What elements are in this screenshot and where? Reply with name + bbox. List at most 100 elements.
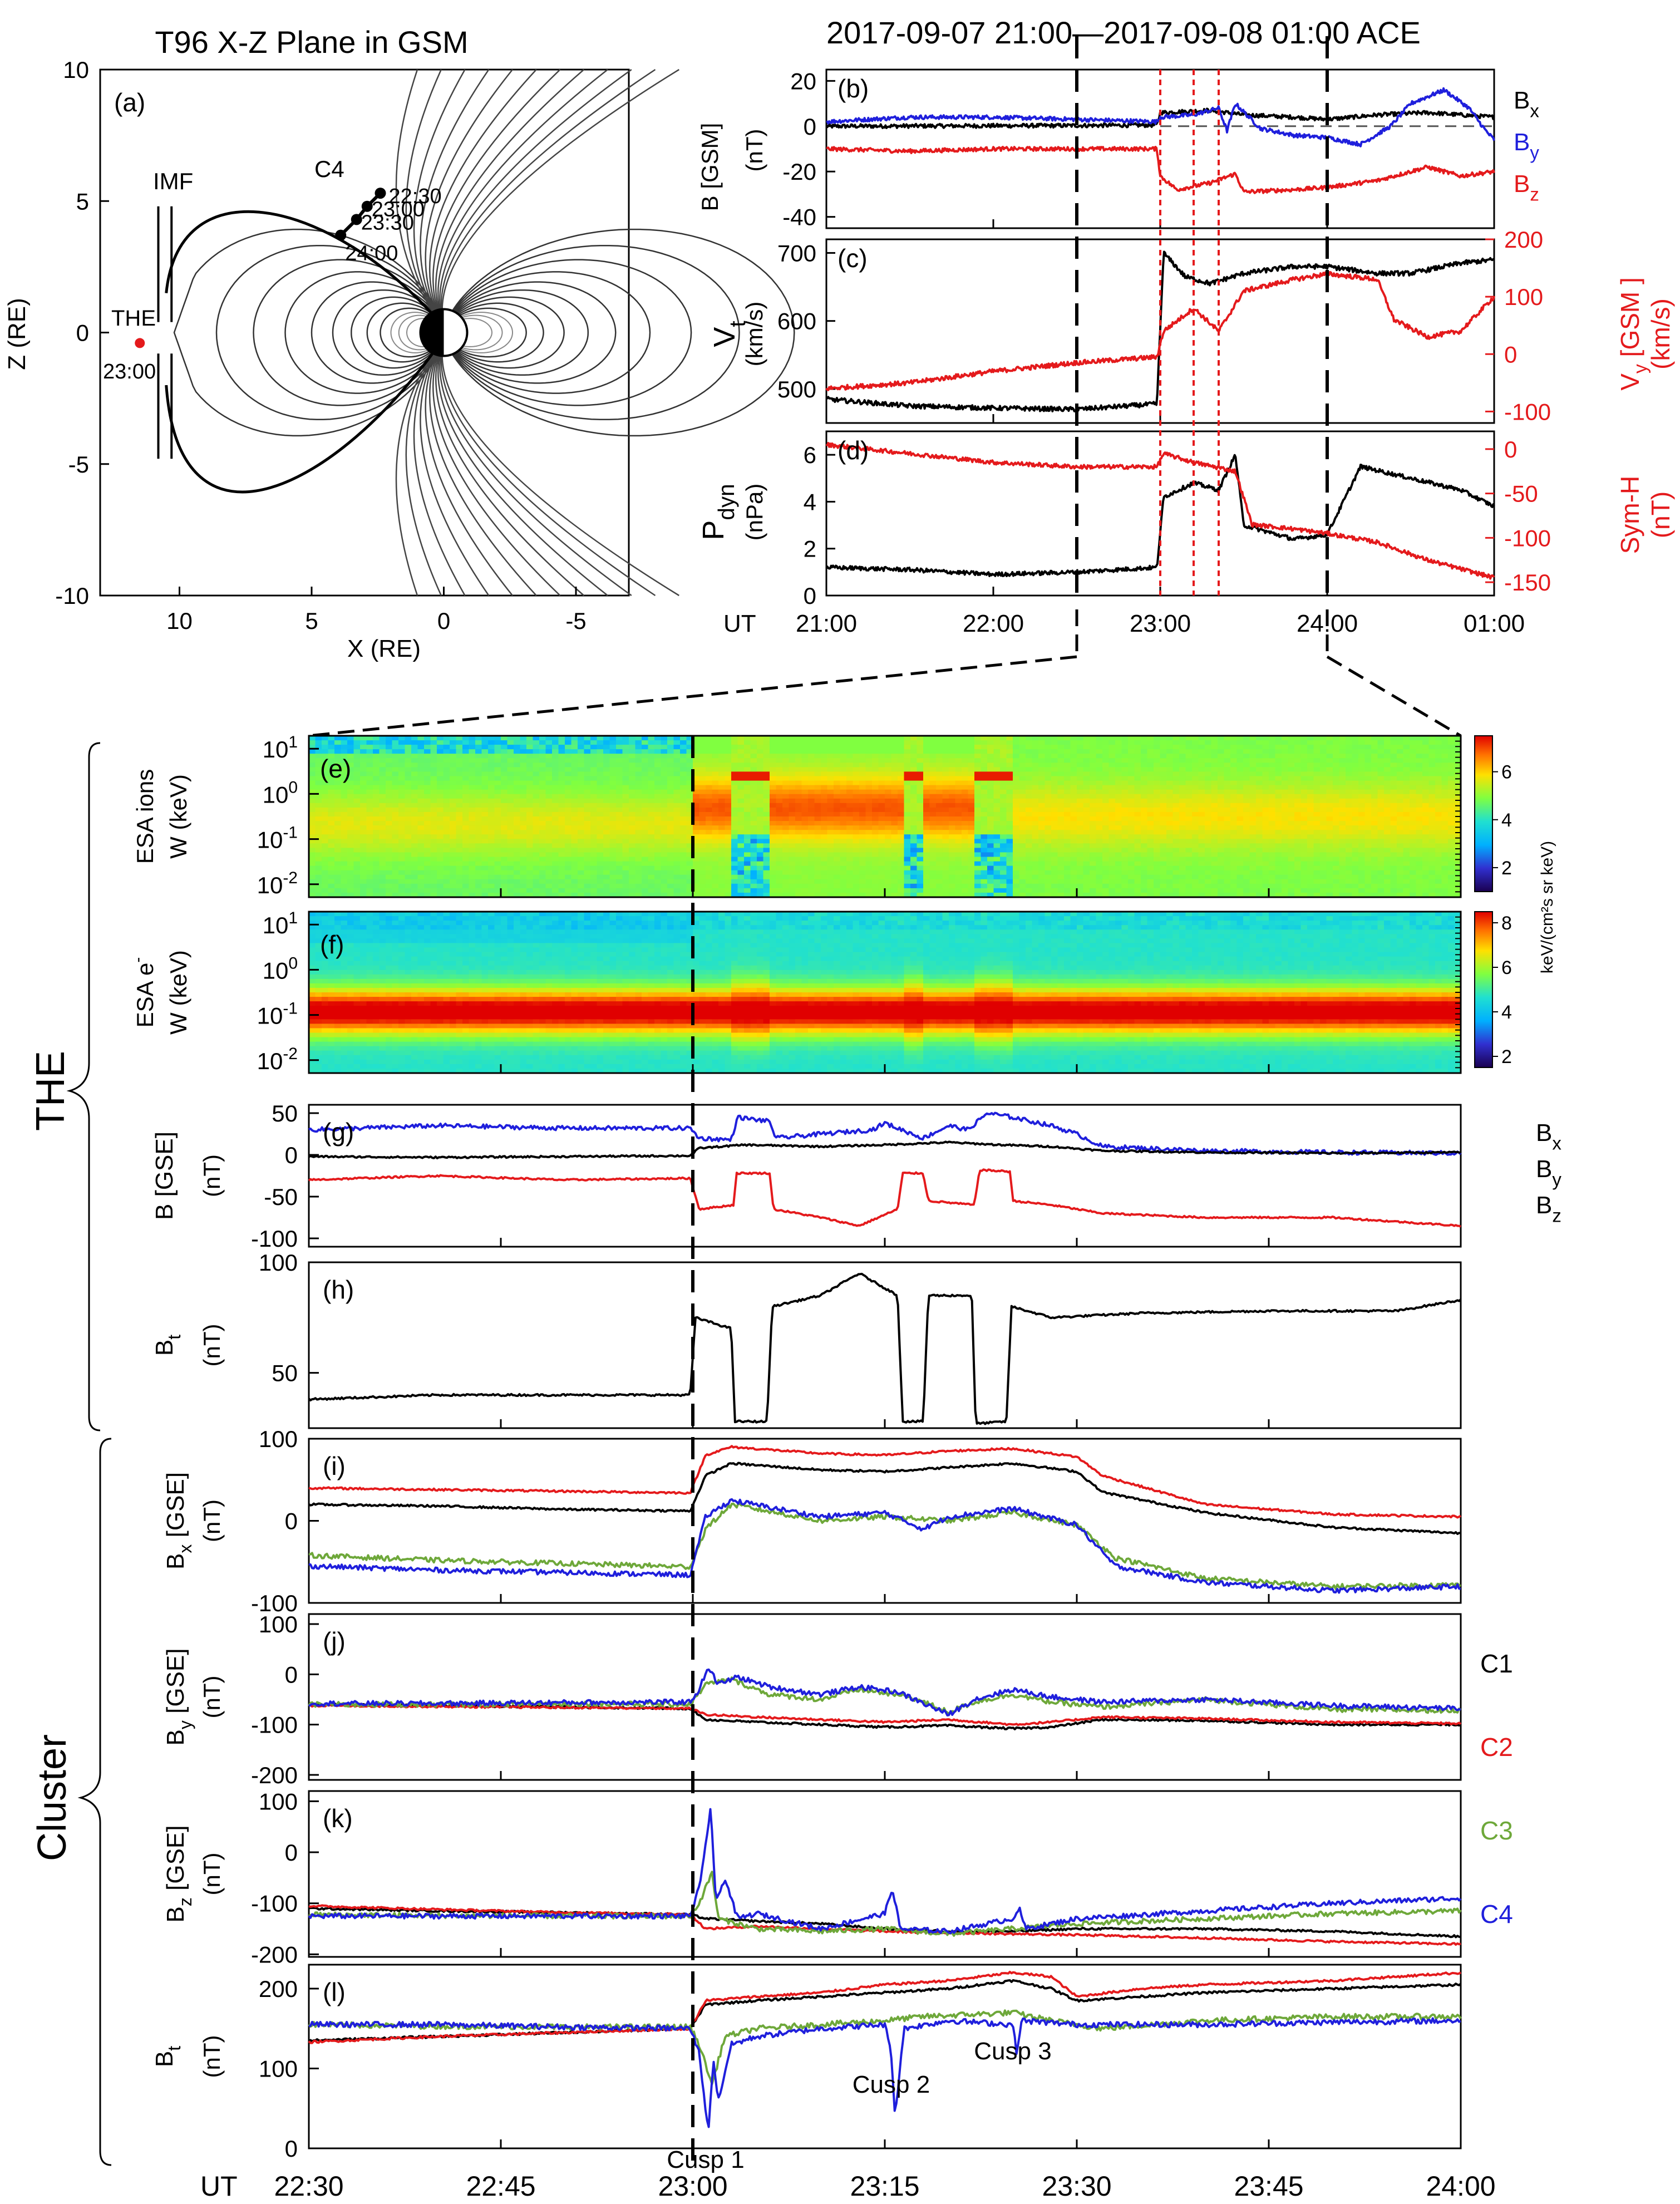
spectrogram-cell [450, 879, 457, 884]
spectrogram-cell [1006, 811, 1013, 817]
spectrogram-cell [1019, 888, 1026, 893]
spectrogram-cell [981, 767, 988, 773]
spectrogram-cell [693, 843, 700, 849]
spectrogram-cell [373, 740, 380, 745]
spectrogram-cell [782, 811, 790, 817]
spectrogram-cell [731, 839, 738, 844]
spectrogram-cell [827, 857, 834, 862]
spectrogram-cell [962, 798, 969, 804]
spectrogram-cell [584, 883, 591, 889]
spectrogram-cell [526, 834, 534, 840]
spectrogram-cell [405, 807, 412, 813]
spectrogram-cell [622, 789, 629, 795]
spectrogram-cell [1038, 798, 1046, 804]
spectrogram-cell [718, 749, 726, 755]
spectrogram-cell [929, 745, 937, 750]
spectrogram-cell [1134, 803, 1141, 808]
spectrogram-cell [1006, 767, 1013, 773]
spectrogram-cell [315, 883, 322, 889]
spectrogram-cell [718, 811, 726, 817]
spectrogram-cell [379, 883, 386, 889]
spectrogram-cell [673, 870, 681, 875]
spectrogram-cell [584, 852, 591, 858]
spectrogram-cell [366, 749, 373, 755]
spectrogram-cell [1115, 830, 1122, 835]
spectrogram-cell [981, 745, 988, 750]
spectrogram-cell [469, 821, 476, 826]
spectrogram-cell [718, 848, 726, 853]
spectrogram-cell [1038, 830, 1046, 835]
spectrogram-cell [494, 816, 501, 821]
spectrogram-cell [872, 857, 879, 862]
spectrogram-cell [673, 758, 681, 764]
spectrogram-cell [417, 857, 425, 862]
spectrogram-cell [808, 857, 815, 862]
spectrogram-cell [629, 803, 636, 808]
spectrogram-cell [648, 745, 655, 750]
spectrogram-cell [1077, 888, 1084, 893]
spectrogram-cell [609, 776, 617, 781]
spectrogram-cell [1070, 870, 1077, 875]
spectrogram-cell [1090, 843, 1097, 849]
spectrogram-cell [379, 749, 386, 755]
spectrogram-cell [347, 798, 354, 804]
spectrogram-cell [322, 811, 329, 817]
spectrogram-cell [392, 834, 399, 840]
spectrogram-cell [929, 816, 937, 821]
spectrogram-cell [853, 843, 860, 849]
spectrogram-cell [334, 811, 342, 817]
spectrogram-cell [366, 767, 373, 773]
spectrogram-cell [603, 861, 610, 867]
spectrogram-cell [1102, 848, 1110, 853]
spectrogram-cell [1134, 852, 1141, 858]
spectrogram-cell [661, 771, 668, 777]
spectrogram-cell [520, 811, 527, 817]
spectrogram-cell [693, 874, 700, 880]
spectrogram-cell [533, 830, 540, 835]
spectrogram-cell [565, 780, 572, 786]
spectrogram-cell [898, 883, 905, 889]
spectrogram-cell [334, 861, 342, 867]
spectrogram-cell [962, 767, 969, 773]
spectrogram-cell [526, 780, 534, 786]
spectrogram-cell [565, 857, 572, 862]
spectrogram-cell [456, 852, 463, 858]
spectrogram-cell [942, 736, 949, 741]
spectrogram-cell [974, 740, 982, 745]
spectrogram-cell [1154, 745, 1161, 750]
spectrogram-cell [872, 740, 879, 745]
spectrogram-cell [578, 852, 585, 858]
spectrogram-cell [424, 821, 431, 826]
spectrogram-cell [898, 879, 905, 884]
spectrogram-cell [526, 857, 534, 862]
spectrogram-cell [1090, 754, 1097, 759]
spectrogram-cell [725, 839, 732, 844]
spectrogram-cell [1102, 749, 1110, 755]
spectrogram-cell [1045, 749, 1052, 755]
spectrogram-cell [514, 830, 521, 835]
spectrogram-cell [968, 803, 975, 808]
spectrogram-cell [1102, 825, 1110, 830]
spectrogram-cell [942, 780, 949, 786]
spectrogram-cell [789, 834, 796, 840]
spectrogram-cell [1000, 771, 1007, 777]
spectrogram-cell [693, 794, 700, 799]
spectrogram-cell [712, 745, 719, 750]
spectrogram-cell [725, 767, 732, 773]
spectrogram-cell [744, 865, 751, 871]
spectrogram-cell [1000, 874, 1007, 880]
spectrogram-cell [469, 874, 476, 880]
spectrogram-cell [635, 852, 642, 858]
spectrogram-cell [1096, 811, 1103, 817]
spectrogram-cell [347, 874, 354, 880]
spectrogram-cell [443, 821, 450, 826]
spectrogram-cell [808, 803, 815, 808]
spectrogram-cell [789, 745, 796, 750]
spectrogram-cell [366, 798, 373, 804]
spectrogram-cell [801, 825, 809, 830]
spectrogram-cell [859, 767, 866, 773]
spectrogram-cell [686, 892, 693, 898]
spectrogram-cell [552, 892, 559, 898]
spectrogram-cell [565, 811, 572, 817]
spectrogram-cell [801, 794, 809, 799]
